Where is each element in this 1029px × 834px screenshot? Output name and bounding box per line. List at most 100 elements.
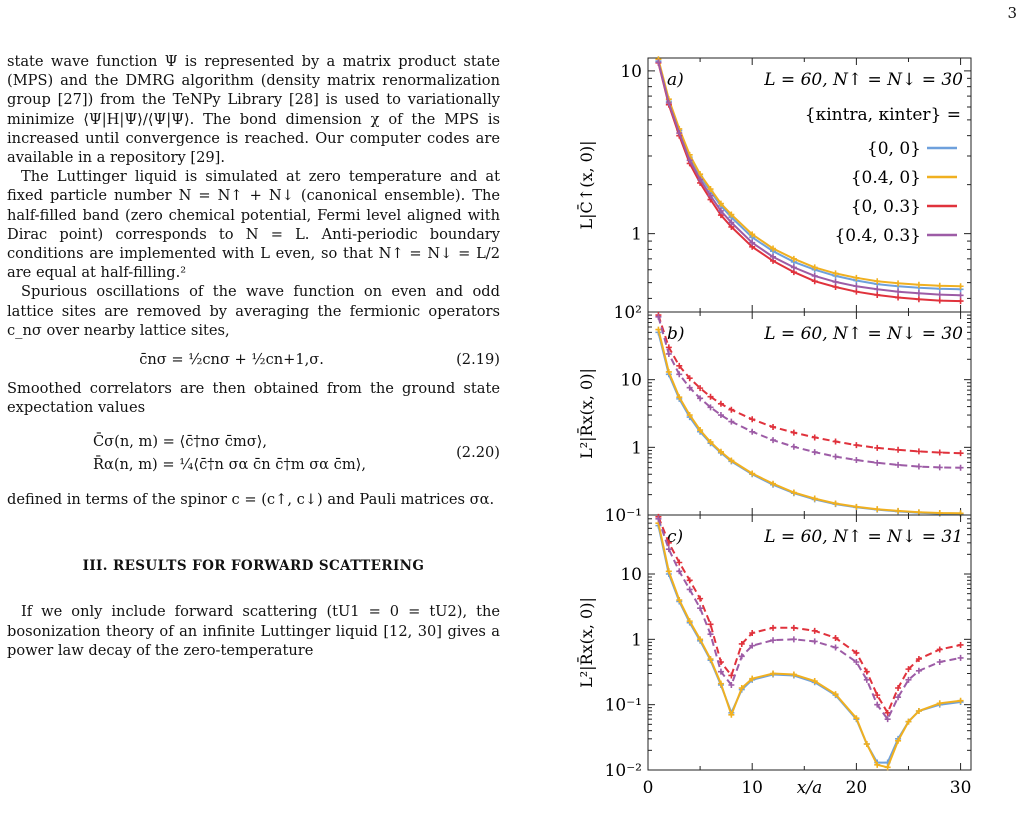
data-point [957, 450, 964, 457]
data-point [770, 480, 777, 487]
panel-0: 1 10 L|C̄↑(x, 0)| a) L = 60, N↑ = N↓ = 30 {κi… [575, 56, 972, 313]
data-point [686, 618, 693, 625]
equation-2-20-line-2: R̄α(n, m) = ¼⟨c̄†n σα c̄n c̄†m σα c̄m⟩, [93, 455, 367, 473]
data-point [832, 634, 839, 641]
data-point [728, 211, 735, 218]
data-point [874, 278, 881, 285]
panel-2: 10⁻² 10⁻¹ 1 10 0 10 20 30 x/a L²|R̄x(x, 0)| c) L = … [575, 513, 972, 798]
y-axis-label: L²|R̄x(x, 0)| [575, 368, 596, 459]
data-point [707, 192, 714, 199]
data-point [790, 671, 797, 678]
data-point [957, 697, 964, 704]
series-line [657, 332, 961, 515]
data-point [874, 701, 881, 708]
data-point [874, 761, 881, 768]
data-point [863, 741, 870, 748]
y-tick-label: 10² [614, 303, 642, 323]
data-point [895, 694, 902, 701]
data-point [676, 597, 683, 603]
data-point [895, 288, 902, 295]
equation-2-19-body: c̄nσ = ½cnσ + ½cn+1,σ. [139, 351, 324, 369]
series-line [657, 518, 961, 722]
data-point [697, 427, 704, 434]
data-point [874, 506, 881, 513]
data-point [811, 627, 818, 634]
data-point [707, 404, 714, 411]
data-point [790, 489, 797, 496]
data-point [874, 286, 881, 293]
data-point [728, 711, 735, 718]
panel-label: a) [667, 70, 684, 90]
series-line [657, 329, 961, 515]
data-point [697, 595, 704, 602]
data-point [895, 446, 902, 453]
data-point [832, 438, 839, 445]
data-point [665, 568, 672, 575]
data-point [707, 186, 714, 193]
data-point [749, 675, 756, 682]
data-point [905, 718, 912, 725]
data-point [853, 288, 860, 295]
equation-2-20-line-1: C̄σ(n, m) = ⟨c̄†nσ c̄mσ⟩, [93, 432, 268, 450]
y-axis-label: L|C̄↑(x, 0)| [575, 141, 596, 230]
data-point [770, 245, 777, 252]
data-point [811, 278, 818, 285]
data-point [957, 641, 964, 648]
data-point [717, 207, 724, 214]
data-point [749, 642, 756, 649]
y-tick-label: 10⁻² [605, 761, 642, 781]
legend-label: {0, 0.3} [851, 197, 921, 217]
data-point [905, 676, 912, 683]
data-point [728, 682, 735, 688]
data-point [707, 393, 714, 400]
data-point [915, 667, 922, 674]
data-point [655, 515, 662, 522]
data-point [936, 297, 943, 304]
data-point [915, 509, 922, 516]
data-point [749, 239, 756, 246]
series-line [657, 522, 961, 769]
data-point [832, 270, 839, 277]
legend-label: {0.4, 0.3} [834, 226, 921, 246]
data-point [717, 680, 724, 687]
y-tick-label: 10⁻¹ [605, 506, 642, 526]
data-point [915, 290, 922, 297]
data-point [884, 764, 891, 771]
data-point [936, 658, 943, 665]
data-point [853, 658, 860, 665]
x-tick-label: 30 [950, 778, 972, 798]
data-point [686, 586, 693, 593]
x-axis-label: x/a [797, 778, 822, 798]
data-point [915, 707, 922, 714]
data-point [895, 507, 902, 514]
data-point [686, 375, 693, 382]
equation-2-19-number: (2.19) [456, 351, 500, 369]
data-point [915, 463, 922, 470]
data-point [728, 418, 735, 425]
data-point [707, 631, 714, 638]
data-point [676, 394, 683, 401]
data-point [728, 672, 735, 679]
data-point [811, 272, 818, 279]
data-point [697, 605, 704, 612]
legend-label: {0.4, 0} [851, 168, 921, 188]
y-tick-label: 1 [631, 225, 642, 245]
y-tick-label: 1 [631, 630, 642, 650]
data-point [749, 428, 756, 435]
data-point [665, 368, 672, 375]
data-point [686, 157, 693, 164]
page-number: 3 [1007, 4, 1017, 22]
equation-2-20-number: (2.20) [456, 444, 500, 462]
data-point [915, 281, 922, 288]
data-point [915, 448, 922, 455]
data-point [655, 59, 662, 66]
legend-label: {0, 0} [867, 139, 921, 159]
text-column: state wave function Ψ is represented by … [7, 52, 500, 660]
data-point [853, 442, 860, 449]
data-point [676, 568, 683, 575]
data-point [853, 649, 860, 656]
data-point [863, 668, 870, 675]
data-point [749, 231, 756, 238]
data-point [936, 291, 943, 298]
paragraph-5: defined in terms of the spinor c = (c↑, … [7, 491, 495, 509]
